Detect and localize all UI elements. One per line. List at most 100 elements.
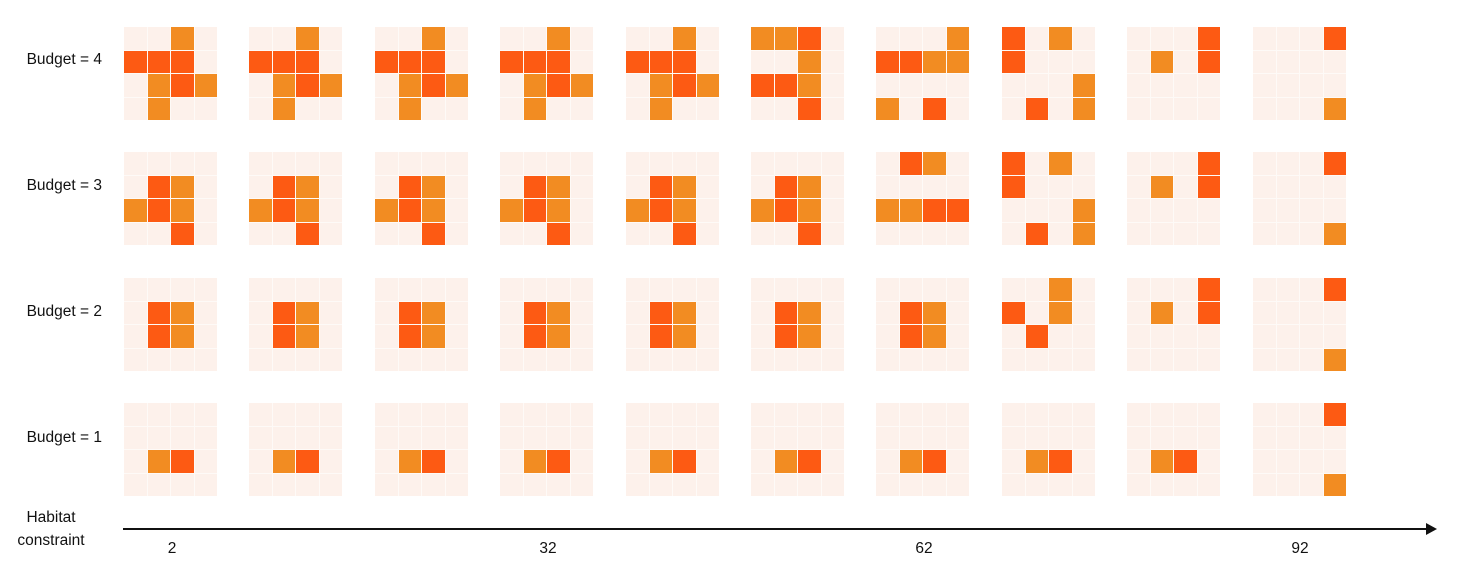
grid-cell-dark xyxy=(272,50,295,73)
grid-cell-empty xyxy=(923,473,946,496)
grid-cell-empty xyxy=(570,278,593,301)
grid-cell-empty xyxy=(923,222,946,245)
grid-cell-empty xyxy=(1253,27,1276,50)
grid-cell-empty xyxy=(422,426,445,449)
grid-cell-empty xyxy=(319,426,342,449)
grid-cell-light xyxy=(422,175,445,198)
axis-title: Habitat constraint xyxy=(6,506,96,552)
grid-cell-dark xyxy=(774,175,797,198)
grid-cell-empty xyxy=(876,175,899,198)
grid-cell-light xyxy=(1323,222,1346,245)
grid-cell-empty xyxy=(1025,426,1048,449)
grid-cell-light xyxy=(798,74,821,97)
grid-cell-empty xyxy=(375,426,398,449)
grid-cell-light xyxy=(171,199,194,222)
grid-cell-empty xyxy=(171,426,194,449)
grid-cell-empty xyxy=(1323,74,1346,97)
grid-cell-dark xyxy=(876,50,899,73)
grid-cell-empty xyxy=(696,27,719,50)
grid-cell-dark xyxy=(1197,175,1220,198)
grid-cell-empty xyxy=(1127,278,1150,301)
grid-cell-empty xyxy=(570,50,593,73)
grid-cell-light xyxy=(547,325,570,348)
axis-tick-label: 62 xyxy=(915,540,933,557)
grid-cell-dark xyxy=(673,450,696,473)
grid-cell-empty xyxy=(649,27,672,50)
grid-cell-dark xyxy=(422,74,445,97)
grid-cell-empty xyxy=(570,325,593,348)
grid-cell-empty xyxy=(1049,97,1072,120)
grid-cell-empty xyxy=(774,473,797,496)
grid-cell-empty xyxy=(1323,50,1346,73)
grid-cell-dark xyxy=(774,199,797,222)
grid-cell-light xyxy=(1072,97,1095,120)
grid-cell-empty xyxy=(626,222,649,245)
grid-budget-4-col-4 xyxy=(500,27,593,120)
grid-cell-empty xyxy=(124,97,147,120)
grid-cell-light xyxy=(1150,50,1173,73)
grid-cell-dark xyxy=(1323,403,1346,426)
grid-cell-empty xyxy=(1174,199,1197,222)
grid-budget-1-col-3 xyxy=(375,403,468,496)
grid-cell-light xyxy=(147,97,170,120)
grid-cell-empty xyxy=(876,301,899,324)
grid-cell-empty xyxy=(296,97,319,120)
grid-cell-empty xyxy=(398,27,421,50)
grid-cell-empty xyxy=(1002,450,1025,473)
grid-cell-empty xyxy=(1300,426,1323,449)
grid-cell-empty xyxy=(194,348,217,371)
grid-cell-dark xyxy=(398,325,421,348)
grid-cell-empty xyxy=(1072,50,1095,73)
grid-cell-empty xyxy=(649,403,672,426)
grid-budget-3-col-7 xyxy=(876,152,969,245)
grid-cell-empty xyxy=(422,278,445,301)
grid-budget-2-col-9 xyxy=(1127,278,1220,371)
grid-cell-empty xyxy=(147,426,170,449)
grid-cell-light xyxy=(751,199,774,222)
grid-cell-dark xyxy=(1197,152,1220,175)
grid-cell-empty xyxy=(876,152,899,175)
grid-cell-empty xyxy=(272,403,295,426)
grid-budget-1-col-5 xyxy=(626,403,719,496)
grid-cell-dark xyxy=(798,222,821,245)
grid-cell-empty xyxy=(1127,348,1150,371)
grid-cell-empty xyxy=(171,278,194,301)
grid-cell-dark xyxy=(147,325,170,348)
grid-cell-dark xyxy=(523,50,546,73)
grid-cell-dark xyxy=(272,199,295,222)
grid-cell-empty xyxy=(445,50,468,73)
grid-cell-empty xyxy=(147,348,170,371)
grid-cell-dark xyxy=(147,175,170,198)
grid-cell-empty xyxy=(1049,175,1072,198)
grid-cell-empty xyxy=(319,450,342,473)
grid-cell-light xyxy=(673,301,696,324)
grid-cell-light xyxy=(547,301,570,324)
grid-cell-empty xyxy=(296,278,319,301)
grid-cell-empty xyxy=(774,348,797,371)
grid-cell-empty xyxy=(375,74,398,97)
grid-cell-empty xyxy=(626,450,649,473)
grid-cell-empty xyxy=(876,473,899,496)
grid-cell-empty xyxy=(570,473,593,496)
grid-cell-empty xyxy=(696,473,719,496)
grid-cell-empty xyxy=(1127,97,1150,120)
grid-cell-empty xyxy=(899,74,922,97)
grid-cell-empty xyxy=(1127,152,1150,175)
grid-cell-dark xyxy=(798,27,821,50)
axis-arrow-icon xyxy=(1426,523,1437,535)
grid-cell-empty xyxy=(1253,175,1276,198)
grid-budget-1-col-9 xyxy=(1127,403,1220,496)
grid-cell-empty xyxy=(876,325,899,348)
grid-cell-light xyxy=(272,74,295,97)
grid-cell-empty xyxy=(249,222,272,245)
grid-cell-empty xyxy=(798,152,821,175)
grid-cell-empty xyxy=(923,426,946,449)
grid-cell-empty xyxy=(821,348,844,371)
grid-cell-empty xyxy=(1276,403,1299,426)
grid-budget-4-col-5 xyxy=(626,27,719,120)
grid-cell-empty xyxy=(649,426,672,449)
grid-cell-empty xyxy=(500,348,523,371)
grid-cell-light xyxy=(798,199,821,222)
grid-cell-light xyxy=(375,199,398,222)
grid-cell-empty xyxy=(821,27,844,50)
